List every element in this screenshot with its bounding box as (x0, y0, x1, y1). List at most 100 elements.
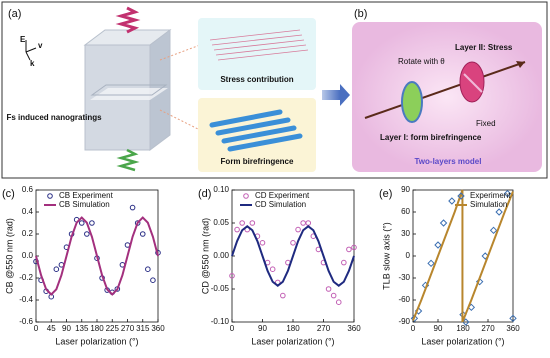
marker (495, 208, 503, 216)
y-axis-title: TLB slow axis (°) (381, 222, 391, 290)
y-tick-label: 0.4 (22, 207, 34, 216)
panel-label: (a) (8, 8, 21, 20)
arrow-head (340, 84, 350, 106)
field-label: v (38, 41, 43, 50)
panel-label: (b) (354, 8, 367, 20)
y-tick-label: 0.2 (22, 229, 34, 238)
field-label: E (20, 35, 26, 44)
x-tick-label: 360 (347, 324, 361, 333)
marker (78, 220, 85, 226)
stress-lines (209, 29, 309, 61)
box-label: Form birefringence (221, 157, 294, 166)
marker (295, 226, 301, 233)
x-tick-label: 360 (151, 324, 165, 333)
x-tick-label: 315 (136, 324, 150, 333)
model-box (352, 22, 542, 172)
stress-axis (463, 73, 483, 93)
marker (481, 252, 489, 260)
marker (503, 189, 512, 198)
y-tick-label: 90 (401, 185, 410, 194)
y-tick-label: 60 (401, 207, 410, 216)
marker (249, 220, 256, 226)
legend-item: Experiment (457, 191, 511, 200)
marker (145, 266, 151, 273)
marker (269, 266, 276, 273)
beam-head (516, 61, 525, 68)
marker (509, 314, 517, 323)
legend-label: CD Experiment (255, 191, 310, 200)
legend-label: CB Experiment (59, 191, 114, 200)
x-tick-label: 0 (230, 324, 235, 333)
line (35, 216, 159, 296)
marker (150, 277, 156, 284)
y-tick-label: 0.05 (213, 218, 229, 227)
legend-item: Simulation (455, 200, 507, 209)
y-tick-label: 0.0 (22, 251, 34, 260)
panel-label: (d) (198, 188, 211, 200)
layer1-disk (401, 81, 423, 123)
y-tick-label: -60 (398, 295, 410, 304)
marker (439, 219, 448, 227)
x-tick-label: 180 (90, 324, 104, 333)
marker (300, 220, 306, 226)
panel-label: (c) (2, 188, 15, 200)
legend-label: Experiment (470, 191, 511, 200)
legend-item: CD Simulation (240, 200, 306, 209)
pointer (159, 44, 201, 61)
fixed-label: Fixed (476, 119, 496, 128)
legend-label: Simulation (470, 200, 507, 209)
panel-label: (e) (379, 188, 392, 200)
x-axis-title: Laser polarization (°) (421, 336, 504, 346)
marker (410, 314, 419, 323)
x-tick-label: 360 (506, 324, 520, 333)
y-axis-title: CD @550 nm (rad) (200, 218, 210, 294)
marker (427, 259, 435, 268)
box-label: Stress contribution (220, 75, 293, 84)
marker (351, 244, 357, 251)
legend-swatch (243, 193, 249, 199)
y-tick-label: -0.2 (19, 273, 33, 282)
form-rods (209, 109, 303, 152)
marker (434, 241, 442, 249)
x-tick-label: 180 (456, 324, 470, 333)
pointer (159, 109, 201, 131)
y-tick-label: 0.00 (213, 251, 229, 260)
marker (346, 246, 352, 253)
x-tick-label: 90 (258, 324, 267, 333)
marker (259, 240, 266, 246)
marker (325, 286, 332, 292)
stress-box (198, 18, 316, 90)
x-tick-label: 180 (286, 324, 300, 333)
rotate-label: Rotate with θ (398, 57, 445, 66)
beam-in (115, 6, 141, 34)
marker (129, 204, 136, 211)
y-tick-label: 30 (401, 229, 410, 238)
marker (234, 226, 240, 233)
layer-label: Layer I: form birefringence (380, 133, 482, 142)
x-tick-label: 135 (75, 324, 89, 333)
marker (330, 292, 337, 299)
marker (229, 273, 235, 279)
y-tick-label: -30 (398, 273, 410, 282)
line (412, 189, 514, 323)
x-tick-label: 45 (47, 324, 56, 333)
y-tick-label: -90 (398, 317, 410, 326)
axes-icon (25, 40, 37, 61)
x-tick-label: 270 (121, 324, 135, 333)
beam-axis (364, 61, 526, 119)
y-tick-label: 0.6 (22, 185, 34, 194)
x-tick-label: 270 (317, 324, 331, 333)
legend-item: CD Experiment (243, 191, 310, 200)
marker (89, 220, 95, 226)
x-tick-label: 90 (434, 324, 443, 333)
marker (489, 226, 498, 235)
legend-item: CB Simulation (44, 200, 110, 209)
y-tick-label: -0.10 (211, 317, 230, 326)
field-label: k (30, 59, 35, 68)
legend-swatch (47, 193, 53, 199)
x-axis-title: Laser polarization (°) (55, 336, 138, 346)
y-tick-label: 0 (406, 251, 411, 260)
marker (139, 231, 146, 237)
arrow-body (322, 90, 340, 100)
